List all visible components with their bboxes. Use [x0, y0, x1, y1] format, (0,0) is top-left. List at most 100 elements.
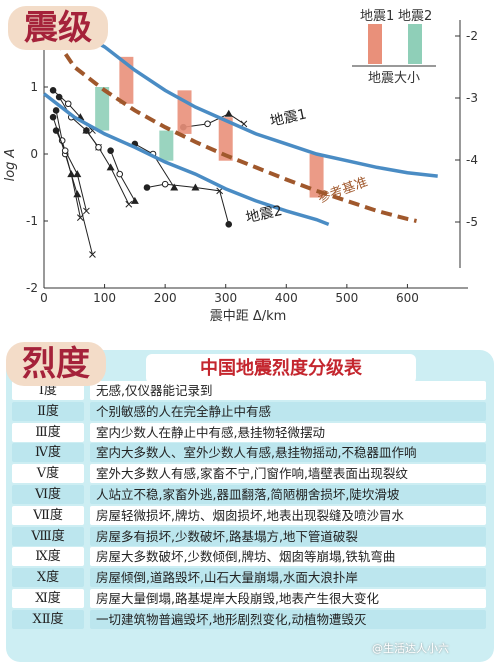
intensity-degree: Ⅷ度: [12, 526, 84, 546]
intensity-row: Ⅹ度 房屋倾倒,道路毁坏,山石大量崩塌,水面大浪扑岸: [12, 567, 490, 588]
y-tick-label: 1: [30, 80, 38, 94]
x-tick-label: 400: [275, 291, 298, 305]
station-point: [83, 127, 90, 134]
intensity-degree: Ⅹ度: [12, 568, 84, 588]
intensity-description: 房屋大多数破坏,少数倾倒,牌坊、烟囱等崩塌,铁轨弯曲: [90, 547, 486, 567]
station-point: [73, 170, 82, 178]
intensity-row: Ⅰ度 无感,仅仪器能记录到: [12, 380, 490, 401]
station-point: [143, 184, 151, 191]
intensity-degree: Ⅳ度: [12, 443, 84, 463]
intensity-description: 个别敏感的人在完全静止中有感: [90, 401, 486, 421]
station-trace: [146, 183, 230, 225]
intensity-row: Ⅷ度 房屋多有损坏,少数破坏,路基塌方,地下管道破裂: [12, 526, 490, 547]
station-point: [89, 251, 96, 258]
station-point: [116, 170, 124, 178]
x-tick-label: 300: [214, 291, 237, 305]
intensity-degree: Ⅱ度: [12, 401, 84, 421]
right-tick-label: -3: [466, 91, 478, 105]
intensity-row: Ⅺ度 房屋大量倒塌,路基堤岸大段崩毁,地表产生很大变化: [12, 588, 490, 609]
intensity-table-panel: 中国地震烈度分级表 Ⅰ度 无感,仅仪器能记录到 Ⅱ度 个别敏感的人在完全静止中有感 Ⅲ度…: [6, 350, 494, 662]
intensity-description: 房屋轻微损坏,牌坊、烟囱损坏,地表出现裂缝及喷沙冒水: [90, 505, 486, 525]
station-point: [73, 190, 82, 198]
amplitude-bar: [95, 87, 110, 131]
station-trace: [52, 116, 93, 255]
watermark: @生活达人小六: [372, 642, 449, 655]
curve-label-quake1: 地震1: [269, 106, 308, 129]
intensity-description: 房屋倾倒,道路毁坏,山石大量崩塌,水面大浪扑岸: [90, 568, 486, 588]
x-tick-label: 600: [396, 291, 419, 305]
legend-label-quake1: 地震1: [360, 9, 394, 24]
legend-swatch-quake1: [368, 24, 382, 64]
station-point: [52, 107, 60, 114]
station-point: [130, 196, 139, 204]
station-point: [224, 109, 233, 117]
intensity-row: Ⅴ度 室外大多数人有感,家畜不宁,门窗作响,墙壁表面出现裂纹: [12, 463, 490, 484]
station-point: [49, 113, 57, 121]
legend-title: 地震大小: [368, 71, 420, 86]
intensity-degree: Ⅴ度: [12, 464, 84, 484]
chart-panel: 0 100 200 300 400 500 600 1 0 -1 -2 -2 -3 -4 -5 震中距 Δ/k…: [3, 9, 478, 324]
right-tick-label: -2: [466, 29, 478, 43]
station-trace: [85, 130, 130, 205]
intensity-description: 人站立不稳,家畜外逃,器皿翻落,简陋棚舍损坏,陡坎滑坡: [90, 484, 486, 504]
station-point: [191, 183, 200, 191]
y-tick-label: -2: [26, 281, 38, 295]
station-point: [64, 100, 72, 108]
curve-quake1: [73, 28, 438, 178]
curve-quake2: [42, 92, 330, 226]
station-point: [106, 163, 115, 171]
intensity-degree: Ⅸ度: [12, 547, 84, 567]
station-point: [125, 200, 133, 208]
intensity-degree: Ⅶ度: [12, 505, 84, 525]
intensity-degree: Ⅺ度: [12, 588, 84, 608]
intensity-row: Ⅶ度 房屋轻微损坏,牌坊、烟囱损坏,地表出现裂缝及喷沙冒水: [12, 505, 490, 526]
station-point: [107, 147, 114, 154]
amplitude-bar: [159, 130, 174, 161]
intensity-description: 室内大多数人、室外少数人有感,悬挂物摇动,不稳器皿作响: [90, 443, 486, 463]
intensity-description: 房屋大量倒塌,路基堤岸大段崩毁,地表产生很大变化: [90, 588, 486, 608]
amplitude-bar: [218, 117, 233, 161]
y-tick-label: 0: [30, 147, 38, 161]
x-tick-label: 0: [40, 291, 48, 305]
intensity-degree: ⅩⅡ度: [12, 609, 84, 629]
station-point: [161, 180, 169, 188]
legend-swatch-quake2: [408, 24, 422, 64]
curve-label-quake2: 地震2: [244, 203, 283, 226]
intensity-description: 一切建筑物普遍毁坏,地形剧烈变化,动植物遭毁灭: [90, 609, 486, 629]
x-axis-label: 震中距 Δ/km: [210, 309, 287, 324]
intensity-description: 室内少数人在静止中有感,悬挂物轻微摆动: [90, 422, 486, 442]
intensity-degree: Ⅵ度: [12, 484, 84, 504]
magnitude-chart: 0 100 200 300 400 500 600 1 0 -1 -2 -2 -3 -4 -5 震中距 Δ/k…: [3, 9, 478, 324]
station-point: [170, 183, 179, 191]
x-tick-label: 200: [154, 291, 177, 305]
intensity-row: Ⅳ度 室内大多数人、室外少数人有感,悬挂物摇动,不稳器皿作响: [12, 442, 490, 463]
station-point: [216, 187, 224, 195]
magnitude-badge: 震级: [8, 6, 108, 50]
station-point: [49, 87, 57, 94]
station-point: [61, 147, 69, 154]
y-axis-label: log A: [3, 149, 18, 182]
intensity-row: Ⅵ度 人站立不稳,家畜外逃,器皿翻落,简陋棚舍损坏,陡坎滑坡: [12, 484, 490, 505]
station-trace: [55, 130, 87, 212]
intensity-row: Ⅲ度 室内少数人在静止中有感,悬挂物轻微摆动: [12, 422, 490, 443]
x-tick-label: 500: [335, 291, 358, 305]
intensity-badge: 烈度: [6, 342, 106, 386]
station-point: [83, 207, 90, 215]
station-point: [95, 144, 102, 151]
intensity-row: Ⅸ度 房屋大多数破坏,少数倾倒,牌坊、烟囱等崩塌,铁轨弯曲: [12, 546, 490, 567]
intensity-row: Ⅱ度 个别敏感的人在完全静止中有感: [12, 401, 490, 422]
intensity-description: 室外大多数人有感,家畜不宁,门窗作响,墙壁表面出现裂纹: [90, 464, 486, 484]
station-point: [225, 221, 233, 228]
intensity-row: ⅩⅡ度 一切建筑物普遍毁坏,地形剧烈变化,动植物遭毁灭: [12, 609, 490, 630]
right-tick-label: -4: [466, 153, 478, 167]
table-title: 中国地震烈度分级表: [146, 354, 416, 384]
intensity-description: 房屋多有损坏,少数破坏,路基塌方,地下管道破裂: [90, 526, 486, 546]
intensity-description: 无感,仅仪器能记录到: [90, 381, 486, 400]
amplitude-bar: [309, 154, 324, 198]
y-tick-label: -1: [26, 214, 38, 228]
right-tick-label: -5: [466, 215, 478, 229]
legend-label-quake2: 地震2: [398, 9, 432, 24]
x-tick-label: 100: [93, 291, 116, 305]
intensity-degree: Ⅲ度: [12, 422, 84, 442]
curve-reference: [54, 38, 417, 223]
